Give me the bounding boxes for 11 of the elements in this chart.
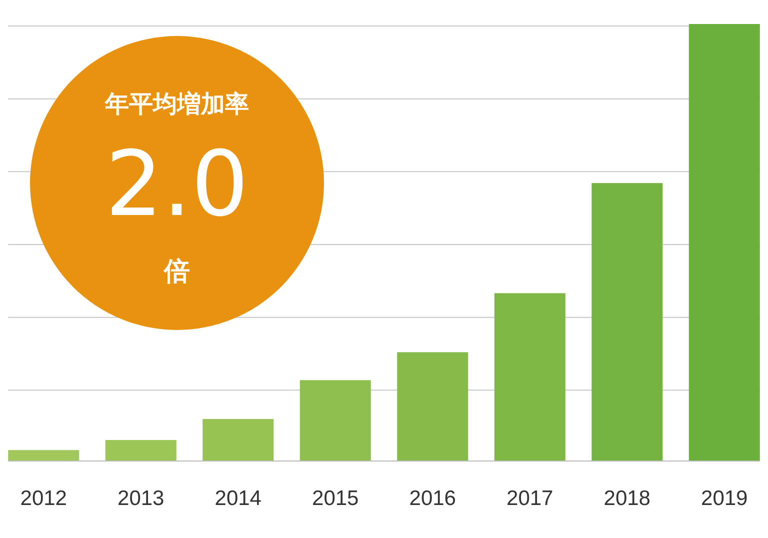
x-tick-label: 2015 bbox=[312, 487, 359, 510]
x-tick-label: 2013 bbox=[118, 487, 164, 510]
annotation: 年平均増加率 bbox=[104, 90, 249, 118]
annotation: 倍 bbox=[163, 257, 190, 287]
x-tick-label: 2018 bbox=[604, 487, 650, 510]
x-tick-label: 2012 bbox=[20, 487, 67, 510]
x-tick-label: 2019 bbox=[701, 487, 748, 510]
x-tick-label: 2016 bbox=[409, 487, 456, 510]
x-tick-label: 2017 bbox=[506, 487, 554, 510]
x-tick-label: 2014 bbox=[214, 487, 262, 510]
annotation: 2.0 bbox=[105, 132, 249, 237]
